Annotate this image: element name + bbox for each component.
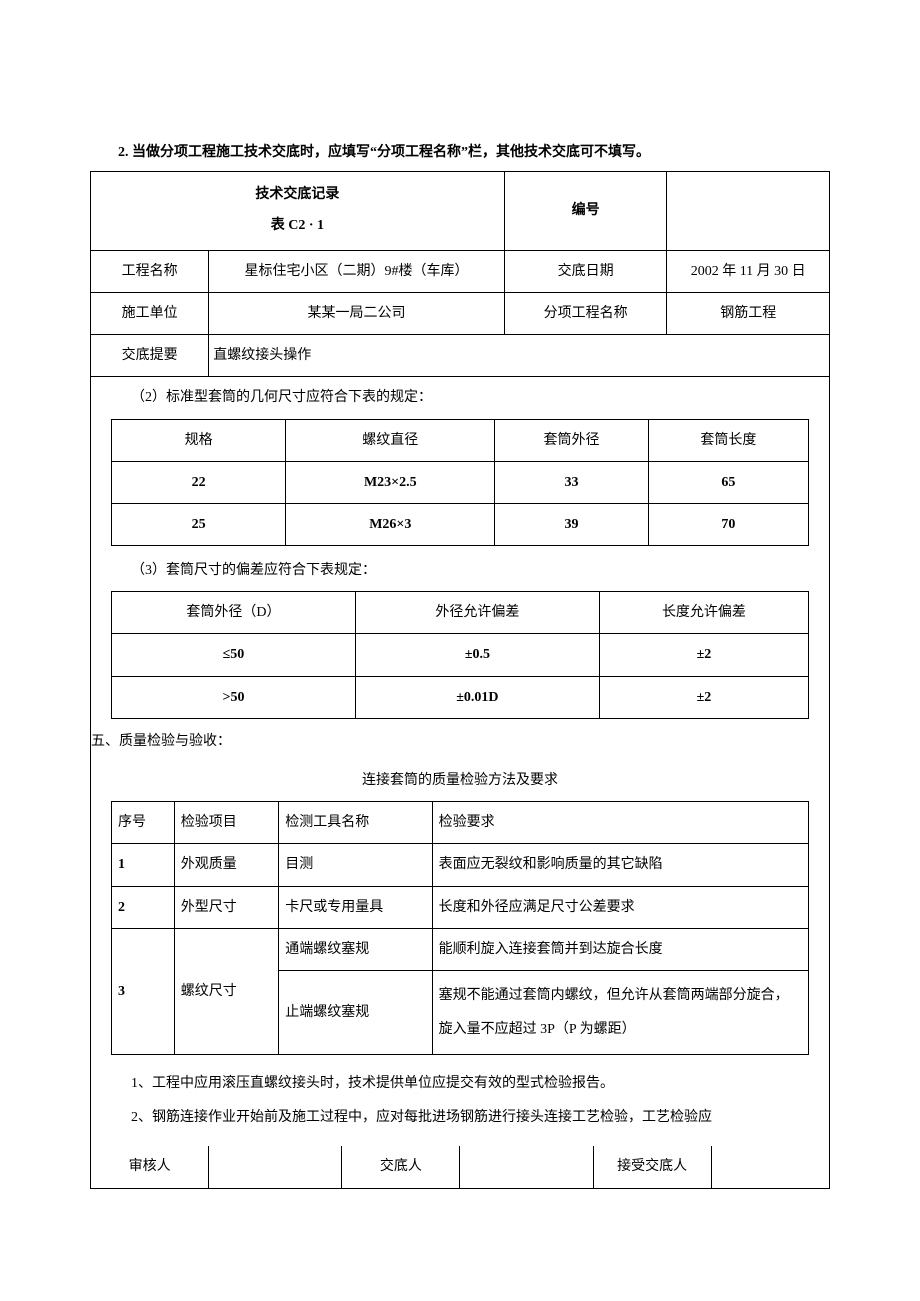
- s2-r0c1: M23×2.5: [286, 461, 495, 503]
- q-r1-no: 1: [112, 844, 175, 886]
- q-r2-item: 外型尺寸: [174, 886, 279, 928]
- q-r3-item: 螺纹尺寸: [174, 928, 279, 1054]
- s3-r0c2: ±2: [599, 634, 808, 676]
- footer-col3: 接受交底人: [593, 1146, 711, 1188]
- content-body: （2）标准型套筒的几何尺寸应符合下表的规定： 规格 螺纹直径 套筒外径 套筒长度…: [90, 377, 830, 1146]
- bianhao-label: 编号: [504, 172, 667, 251]
- date-label: 交底日期: [504, 250, 667, 292]
- q-r1-req: 表面应无裂纹和影响质量的其它缺陷: [432, 844, 808, 886]
- s3-r1c1: ±0.01D: [355, 676, 599, 718]
- footer-col2: 交底人: [342, 1146, 460, 1188]
- section2-table: 规格 螺纹直径 套筒外径 套筒长度 22 M23×2.5 33 65 25 M2…: [111, 419, 809, 547]
- title-line2: 表 C2 · 1: [97, 211, 498, 242]
- q-col0: 序号: [112, 802, 175, 844]
- s2-r0c2: 33: [495, 461, 648, 503]
- q-col1: 检验项目: [174, 802, 279, 844]
- s2-col3: 套筒长度: [648, 419, 808, 461]
- title-line1: 技术交底记录: [97, 180, 498, 211]
- footer-blank2: [460, 1146, 593, 1188]
- doc-title-cell: 技术交底记录 表 C2 · 1: [91, 172, 505, 251]
- bianhao-value: [667, 172, 830, 251]
- s2-r1c1: M26×3: [286, 503, 495, 545]
- s3-r0c0: ≤50: [112, 634, 356, 676]
- s3-r1c2: ±2: [599, 676, 808, 718]
- section3-table: 套筒外径（D） 外径允许偏差 长度允许偏差 ≤50 ±0.5 ±2 >50 ±0…: [111, 591, 809, 719]
- note-1: 1、工程中应用滚压直螺纹接头时，技术提供单位应提交有效的型式检验报告。: [131, 1067, 789, 1101]
- s2-col0: 规格: [112, 419, 286, 461]
- section3-intro: （3）套筒尺寸的偏差应符合下表规定：: [91, 550, 829, 591]
- q-r2-tool: 卡尺或专用量具: [279, 886, 432, 928]
- s2-r1c2: 39: [495, 503, 648, 545]
- quality-subtitle: 连接套筒的质量检验方法及要求: [91, 760, 829, 801]
- note-2: 2、钢筋连接作业开始前及施工过程中，应对每批进场钢筋进行接头连接工艺检验，工艺检…: [131, 1101, 789, 1135]
- date-value: 2002 年 11 月 30 日: [667, 250, 830, 292]
- top-note-text: 2. 当做分项工程施工技术交底时，应填写“分项工程名称”栏，其他技术交底可不填写…: [118, 145, 650, 160]
- unit-value: 某某一局二公司: [209, 292, 505, 334]
- s3-r0c1: ±0.5: [355, 634, 599, 676]
- q-r3a-req: 能顺利旋入连接套筒并到达旋合长度: [432, 928, 808, 970]
- footer-blank1: [209, 1146, 342, 1188]
- s2-r1c3: 70: [648, 503, 808, 545]
- q-col3: 检验要求: [432, 802, 808, 844]
- s2-r0c3: 65: [648, 461, 808, 503]
- notes-block: 1、工程中应用滚压直螺纹接头时，技术提供单位应提交有效的型式检验报告。 2、钢筋…: [91, 1055, 829, 1146]
- s2-r0c0: 22: [112, 461, 286, 503]
- q-r3-no: 3: [112, 928, 175, 1054]
- s2-r1c0: 25: [112, 503, 286, 545]
- s3-col0: 套筒外径（D）: [112, 592, 356, 634]
- quality-table: 序号 检验项目 检测工具名称 检验要求 1 外观质量 目测 表面应无裂纹和影响质…: [111, 801, 809, 1055]
- q-r3b-tool: 止端螺纹塞规: [279, 970, 432, 1054]
- footer-col1: 审核人: [91, 1146, 209, 1188]
- footer-table: 审核人 交底人 接受交底人: [90, 1146, 830, 1188]
- unit-label: 施工单位: [91, 292, 209, 334]
- s3-r1c0: >50: [112, 676, 356, 718]
- s3-col1: 外径允许偏差: [355, 592, 599, 634]
- s2-col2: 套筒外径: [495, 419, 648, 461]
- project-name-value: 星标住宅小区（二期）9#楼（车库）: [209, 250, 505, 292]
- q-col2: 检测工具名称: [279, 802, 432, 844]
- section5-title: 五、质量检验与验收：: [91, 723, 829, 760]
- footer-blank3: [711, 1146, 829, 1188]
- q-r1-item: 外观质量: [174, 844, 279, 886]
- top-note: 2. 当做分项工程施工技术交底时，应填写“分项工程名称”栏，其他技术交底可不填写…: [90, 140, 830, 165]
- q-r1-tool: 目测: [279, 844, 432, 886]
- q-r3b-req: 塞规不能通过套筒内螺纹，但允许从套筒两端部分旋合，旋入量不应超过 3P（P 为螺…: [432, 970, 808, 1054]
- summary-value: 直螺纹接头操作: [209, 335, 830, 377]
- q-r3a-tool: 通端螺纹塞规: [279, 928, 432, 970]
- subproject-label: 分项工程名称: [504, 292, 667, 334]
- subproject-value: 钢筋工程: [667, 292, 830, 334]
- section2-intro: （2）标准型套筒的几何尺寸应符合下表的规定：: [91, 377, 829, 418]
- summary-label: 交底提要: [91, 335, 209, 377]
- s3-col2: 长度允许偏差: [599, 592, 808, 634]
- q-r2-no: 2: [112, 886, 175, 928]
- q-r2-req: 长度和外径应满足尺寸公差要求: [432, 886, 808, 928]
- header-table: 技术交底记录 表 C2 · 1 编号 工程名称 星标住宅小区（二期）9#楼（车库…: [90, 171, 830, 377]
- project-name-label: 工程名称: [91, 250, 209, 292]
- s2-col1: 螺纹直径: [286, 419, 495, 461]
